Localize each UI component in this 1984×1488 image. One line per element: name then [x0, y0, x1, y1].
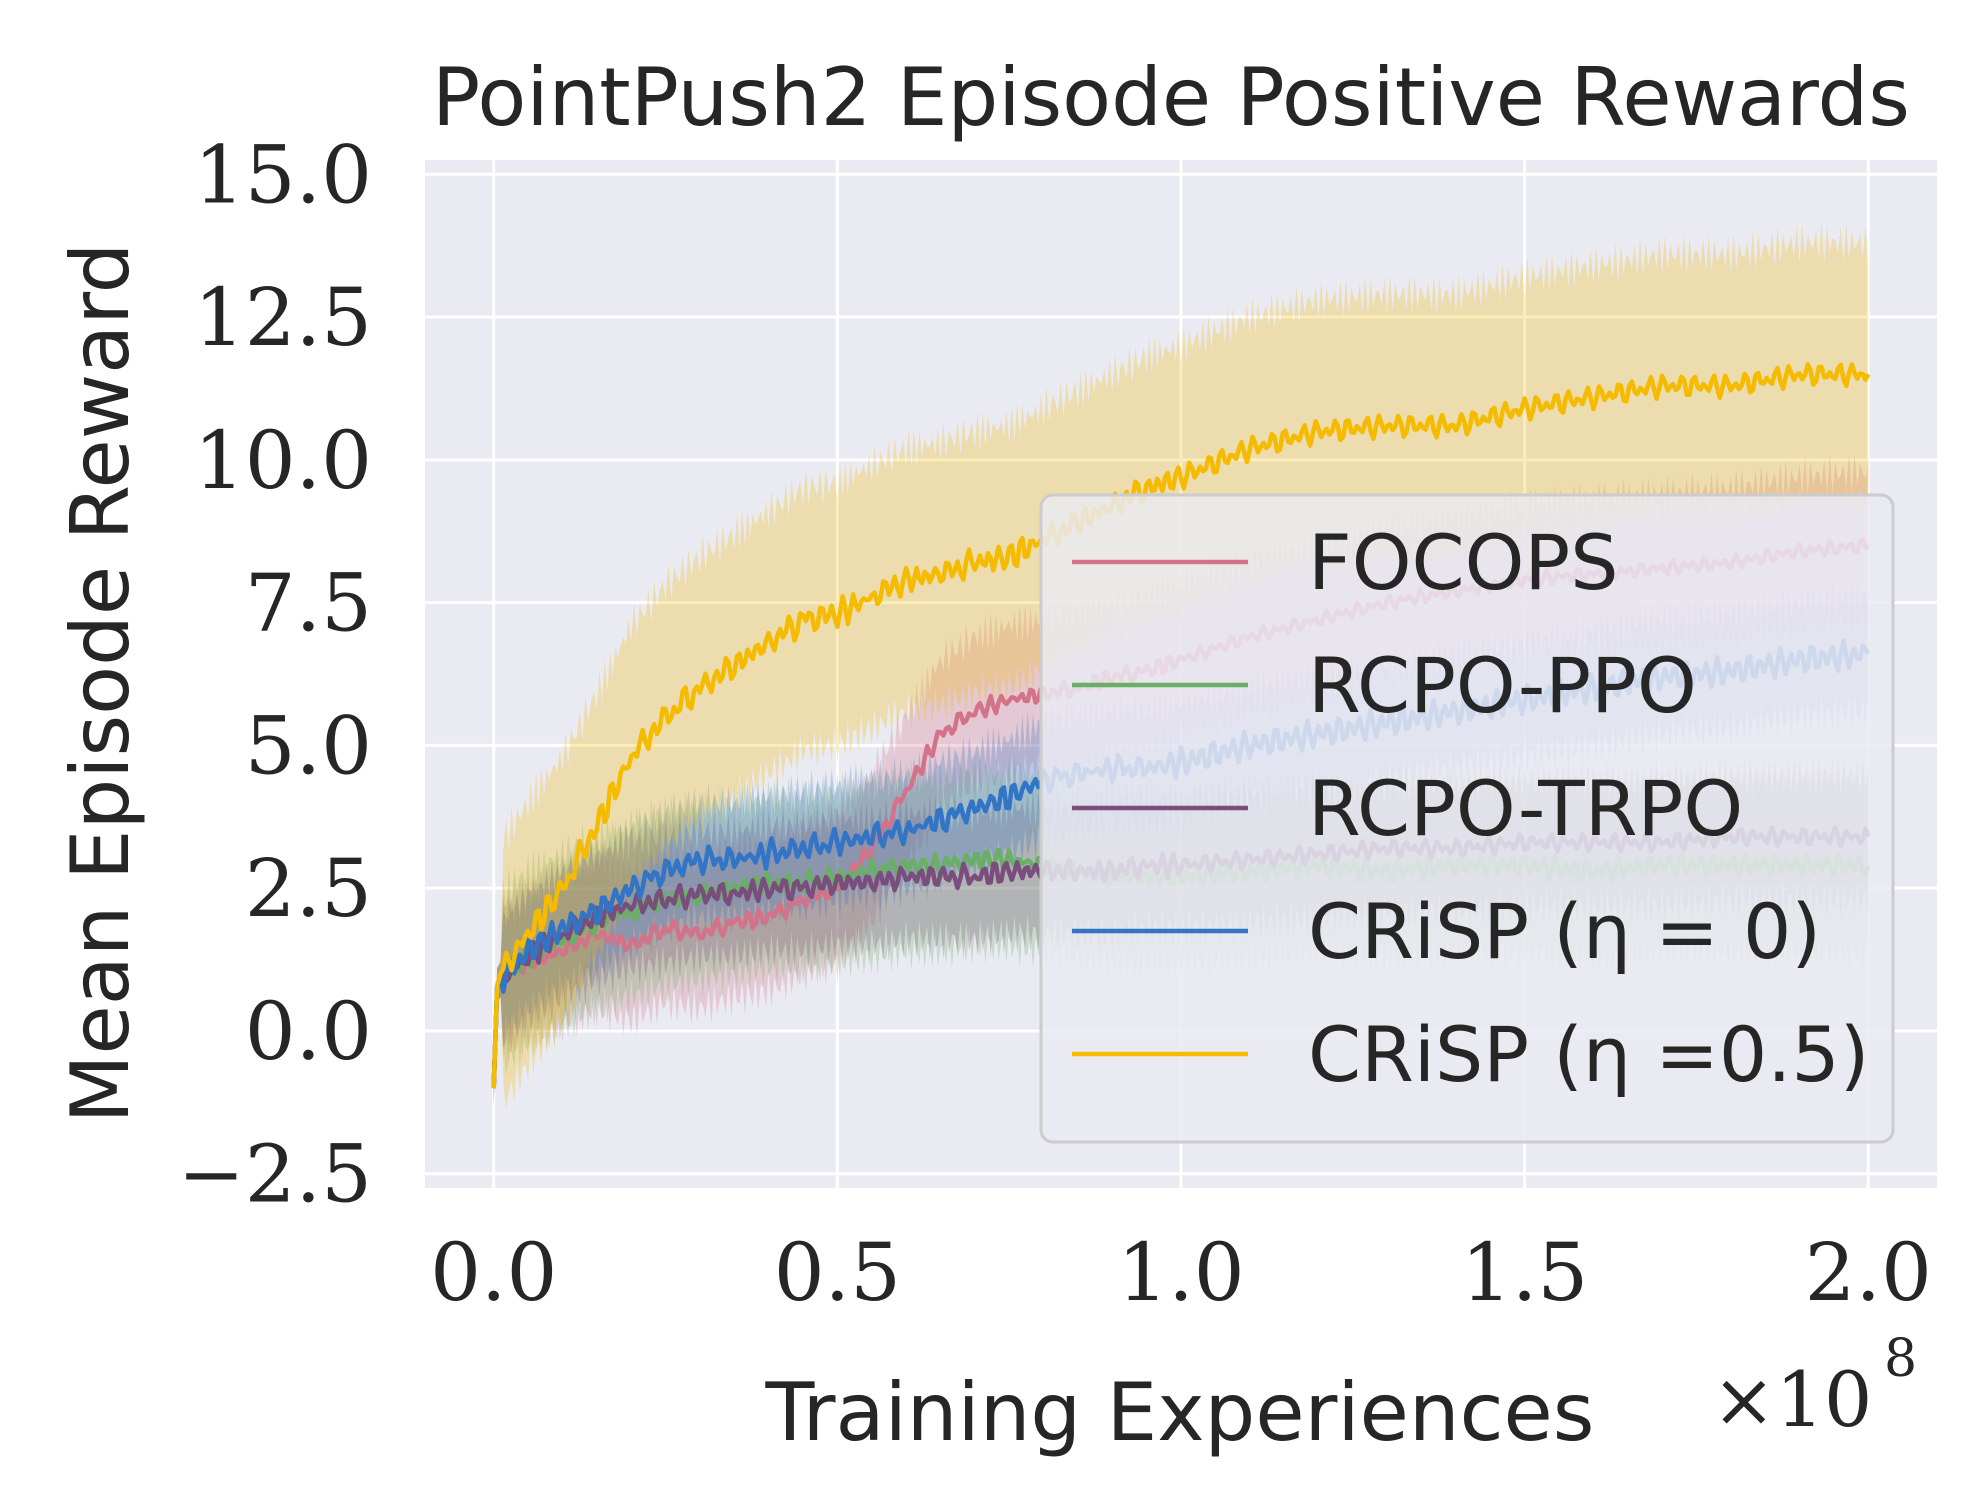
y-tick-label: 10.0 [194, 414, 372, 507]
y-tick-label: 5.0 [245, 699, 372, 792]
band-5 [493, 222, 1869, 1110]
legend-box [1039, 493, 1895, 1144]
legend-label-4: CRiSP (η = 0) [1308, 887, 1821, 976]
y-tick-label: 7.5 [245, 557, 372, 650]
y-axis-label: Mean Episode Reward [54, 243, 147, 1124]
y-tick-label: 2.5 [245, 842, 372, 935]
x-tick-label: 1.5 [1461, 1226, 1588, 1319]
x-tick-label: 1.0 [1117, 1226, 1244, 1319]
x-tick-label: 0.5 [774, 1226, 901, 1319]
y-tick-label: −2.5 [178, 1128, 372, 1221]
y-tick-label: 12.5 [194, 271, 372, 364]
chart-title: PointPush2 Episode Positive Rewards [432, 51, 1910, 144]
legend: FOCOPS RCPO-PPO RCPO-TRPO CRiSP (η = 0) CRiS… [1039, 493, 1895, 1144]
x-multiplier-exponent: 8 [1884, 1329, 1917, 1389]
series-line-5 [491, 362, 1871, 1089]
legend-label-5: CRiSP (η =0.5) [1308, 1010, 1869, 1099]
y-tick-label: 15.0 [194, 128, 372, 221]
legend-label-2: RCPO-PPO [1308, 641, 1697, 730]
legend-label-3: RCPO-TRPO [1308, 764, 1743, 853]
legend-label-1: FOCOPS [1308, 518, 1619, 607]
y-tick-label: 0.0 [245, 985, 372, 1078]
x-multiplier-base: ×10 [1712, 1355, 1872, 1444]
y-tick-labels: −2.5 0.0 2.5 5.0 7.5 10.0 12.5 15.0 [178, 128, 372, 1220]
x-tick-label: 0.0 [430, 1226, 557, 1319]
x-tick-label: 2.0 [1805, 1226, 1932, 1319]
x-axis-label: Training Experiences [765, 1366, 1595, 1459]
x-axis-multiplier: ×10 8 [1712, 1329, 1917, 1444]
x-tick-labels: 0.0 0.5 1.0 1.5 2.0 [430, 1226, 1932, 1319]
